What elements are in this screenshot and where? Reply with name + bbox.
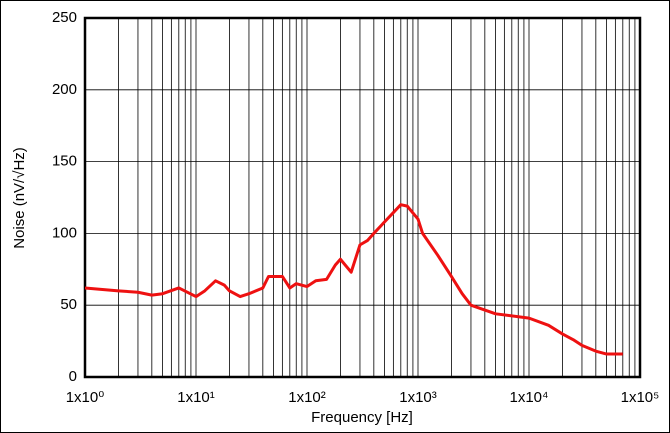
x-tick-label: 1x10³ <box>399 389 437 406</box>
x-tick-label: 1x10² <box>288 389 326 406</box>
line <box>84 203 623 356</box>
x-tick-label: 1x10¹ <box>177 389 215 406</box>
y-tick-label: 100 <box>52 224 77 241</box>
y-tick-label: 200 <box>52 81 77 98</box>
x-tick-label: 1x10⁴ <box>510 389 549 406</box>
y-tick-label: 0 <box>69 368 77 385</box>
y-tick-label: 50 <box>60 296 77 313</box>
y-tick-label: 250 <box>52 9 77 26</box>
y-axis-label: Noise (nV/√Hz) <box>11 147 28 249</box>
plot-border <box>83 16 642 379</box>
y-tick-label: 150 <box>52 153 77 170</box>
x-tick-label: 1x10⁵ <box>621 389 660 406</box>
x-tick-label: 1x10⁰ <box>66 389 105 406</box>
x-axis-label: Frequency [Hz] <box>311 409 413 426</box>
